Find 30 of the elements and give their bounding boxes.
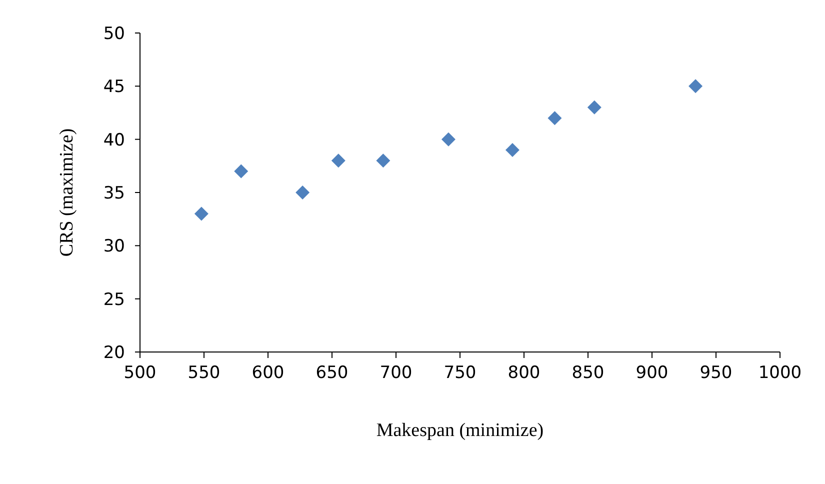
- x-tick-label: 750: [444, 363, 476, 384]
- point: [376, 154, 390, 168]
- x-tick-label: 650: [316, 363, 348, 384]
- y-tick-label: 50: [103, 24, 125, 44]
- point: [441, 132, 456, 146]
- point: [548, 111, 562, 126]
- x-tick-label: 1000: [758, 363, 802, 384]
- y-tick-label: 25: [103, 290, 125, 310]
- x-tick-label: 900: [636, 363, 668, 384]
- x-tick-label: 550: [188, 363, 220, 384]
- point: [296, 186, 310, 200]
- x-tick-label: 500: [124, 363, 156, 384]
- x-tick-label: 800: [508, 363, 540, 384]
- point: [234, 164, 248, 178]
- x-tick-label: 850: [572, 363, 604, 384]
- point: [194, 206, 208, 221]
- y-tick-label: 20: [103, 343, 125, 364]
- y-tick-label: 30: [103, 236, 125, 257]
- y-tick-label: 35: [103, 184, 125, 204]
- point: [688, 79, 703, 94]
- point: [505, 142, 520, 157]
- x-tick-label: 700: [380, 363, 412, 384]
- point: [331, 154, 346, 168]
- point: [587, 100, 602, 114]
- x-tick-label: 950: [700, 363, 732, 384]
- y-axis-title: CRS (maximize): [56, 128, 78, 257]
- y-tick-label: 40: [103, 130, 125, 150]
- x-axis-title: Makespan (minimize): [376, 420, 544, 441]
- x-tick-label: 600: [252, 363, 284, 384]
- y-tick-label: 45: [103, 77, 125, 98]
